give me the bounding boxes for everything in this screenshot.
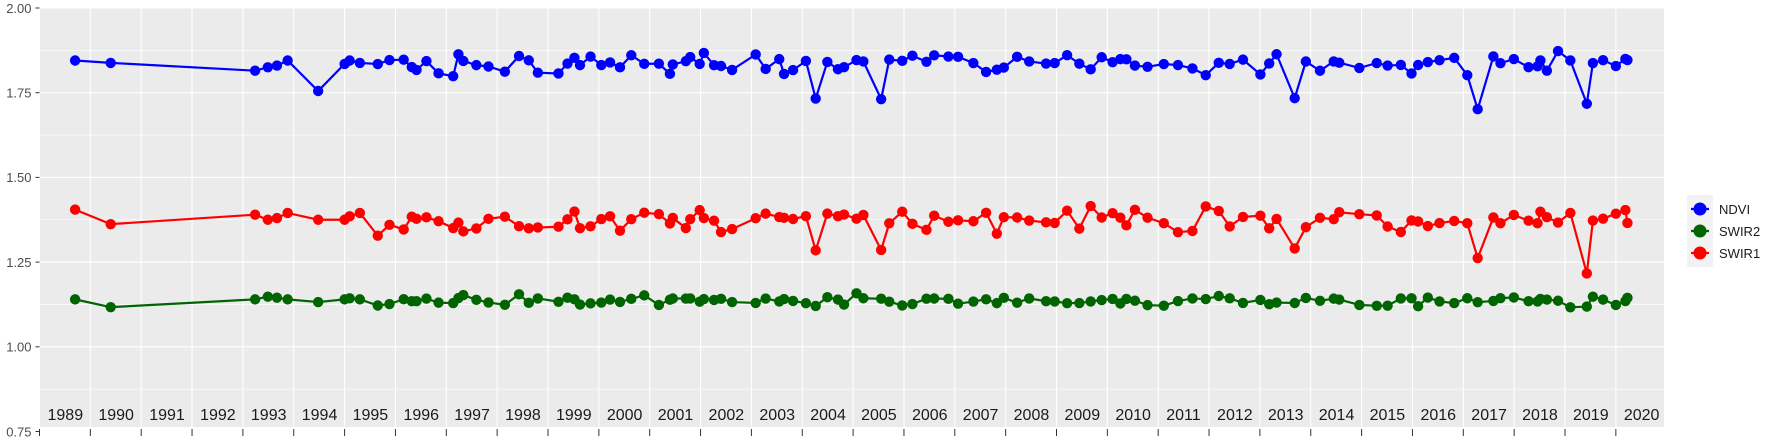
svg-text:1.75: 1.75	[6, 86, 31, 101]
svg-text:1998: 1998	[505, 407, 541, 424]
svg-text:2005: 2005	[861, 407, 897, 424]
svg-text:1992: 1992	[200, 407, 236, 424]
svg-text:1.50: 1.50	[6, 170, 31, 185]
svg-text:2000: 2000	[607, 407, 643, 424]
svg-text:2004: 2004	[810, 407, 846, 424]
svg-text:SWIR2: SWIR2	[1719, 224, 1760, 239]
svg-text:2008: 2008	[1014, 407, 1050, 424]
svg-text:2011: 2011	[1166, 407, 1201, 424]
svg-text:1993: 1993	[251, 407, 287, 424]
svg-text:2016: 2016	[1420, 407, 1456, 424]
svg-text:SWIR1: SWIR1	[1719, 246, 1760, 261]
svg-text:2015: 2015	[1370, 407, 1406, 424]
svg-text:1999: 1999	[556, 407, 592, 424]
svg-text:2003: 2003	[759, 407, 795, 424]
svg-text:2018: 2018	[1522, 407, 1558, 424]
svg-text:2012: 2012	[1217, 407, 1253, 424]
svg-text:1996: 1996	[403, 407, 439, 424]
svg-text:2001: 2001	[658, 407, 694, 424]
svg-text:2014: 2014	[1319, 407, 1355, 424]
svg-text:2009: 2009	[1065, 407, 1101, 424]
svg-text:2010: 2010	[1115, 407, 1151, 424]
svg-text:2.00: 2.00	[6, 1, 31, 16]
svg-text:1989: 1989	[48, 407, 84, 424]
svg-text:2017: 2017	[1471, 407, 1507, 424]
svg-text:2020: 2020	[1624, 407, 1660, 424]
svg-text:1995: 1995	[353, 407, 389, 424]
svg-text:2019: 2019	[1573, 407, 1609, 424]
svg-text:2007: 2007	[963, 407, 999, 424]
svg-text:2006: 2006	[912, 407, 948, 424]
svg-text:NDVI: NDVI	[1719, 202, 1750, 217]
svg-text:2013: 2013	[1268, 407, 1304, 424]
svg-text:1.25: 1.25	[6, 255, 31, 270]
svg-text:1997: 1997	[454, 407, 490, 424]
svg-text:0.75: 0.75	[6, 424, 31, 439]
svg-text:1.00: 1.00	[6, 340, 31, 355]
svg-text:2002: 2002	[709, 407, 745, 424]
svg-text:1991: 1991	[149, 407, 185, 424]
svg-text:1994: 1994	[302, 407, 338, 424]
svg-text:1990: 1990	[98, 407, 134, 424]
